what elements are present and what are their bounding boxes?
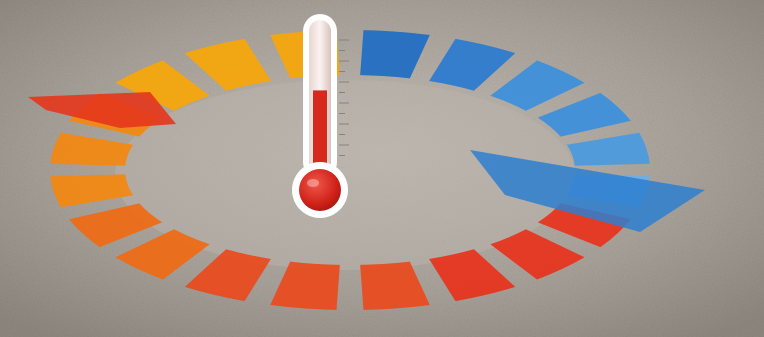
ring-segment — [490, 60, 585, 111]
thermometer-bulb — [299, 169, 341, 211]
ring-segment — [50, 174, 134, 208]
ring-segment — [184, 38, 271, 91]
ring-segment — [566, 132, 650, 166]
ring-segment — [184, 249, 271, 302]
thermometer-scale — [339, 39, 349, 156]
ring-segment — [270, 261, 340, 310]
warm-arrow — [28, 92, 176, 128]
ring-segment — [429, 38, 516, 91]
ring-segment — [360, 261, 430, 310]
ring-segment — [490, 229, 585, 280]
ring-segment — [429, 249, 516, 302]
ring-segment — [360, 30, 430, 79]
bulb-highlight — [307, 179, 319, 187]
ring-segment — [115, 229, 210, 280]
ring-segment — [115, 60, 210, 111]
thermometer-icon — [292, 14, 349, 218]
ring-segment — [537, 92, 631, 137]
cool-arrow — [470, 150, 705, 232]
ring-inner-floor — [115, 80, 575, 270]
ring-segment — [50, 132, 134, 166]
ring-segment — [69, 203, 163, 248]
